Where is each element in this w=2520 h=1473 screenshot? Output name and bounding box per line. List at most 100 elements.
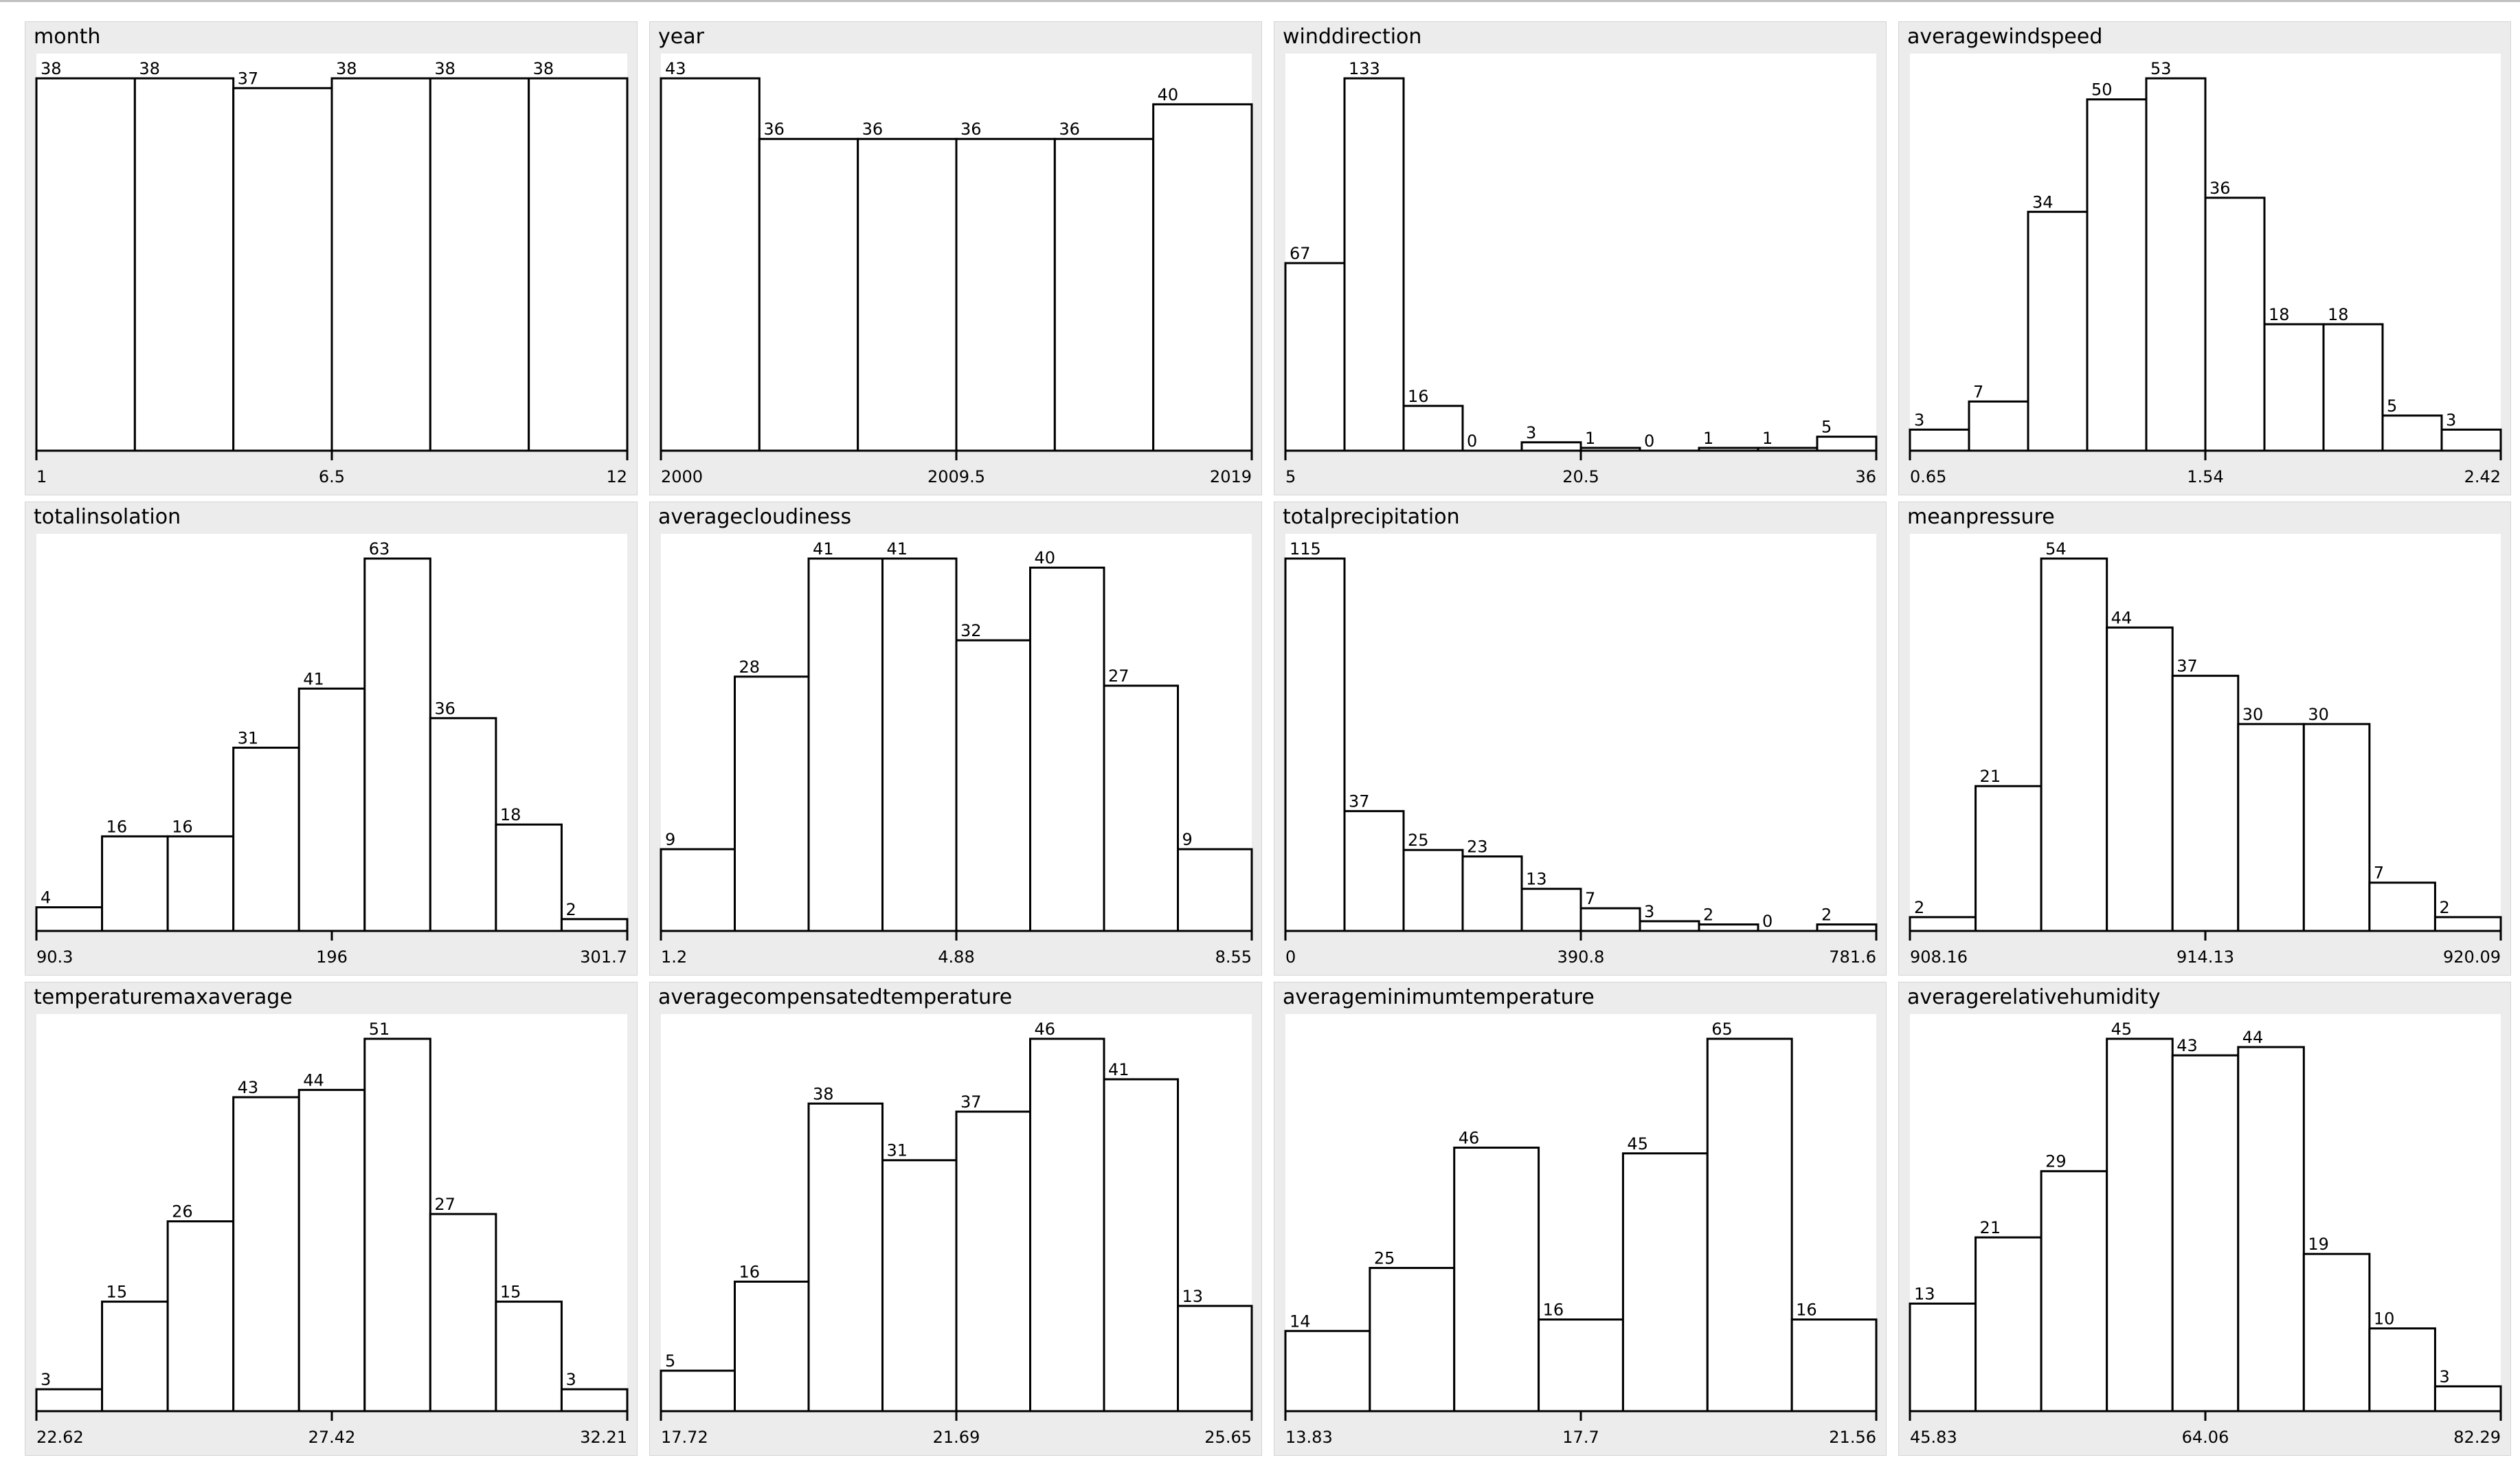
x-axis-tick-label: 2009.5 xyxy=(927,467,985,486)
histogram-title: averageminimumtemperature xyxy=(1283,985,1595,1009)
bar-value-label: 15 xyxy=(106,1283,128,1302)
bar-value-label: 37 xyxy=(960,1092,982,1112)
histogram-bar xyxy=(2171,675,2240,932)
bar-value-label: 36 xyxy=(2209,179,2231,198)
bar-value-label: 10 xyxy=(2374,1309,2395,1329)
histogram-bar xyxy=(1621,1152,1709,1413)
bar-value-label: 38 xyxy=(813,1084,834,1103)
histogram-bar xyxy=(1369,1267,1456,1413)
histogram-bar xyxy=(1402,405,1464,452)
histogram-title: averagecompensatedtemperature xyxy=(658,985,1013,1009)
histogram-svg: 2 21 54 44 37 30 30 7 2 908.16 914.13 920.09 xyxy=(1909,534,2502,967)
bar-value-label: 31 xyxy=(238,728,259,747)
x-axis-tick-label: 13.83 xyxy=(1285,1428,1333,1447)
histogram-svg: 4 16 16 31 41 63 36 18 2 90.3 196 301.7 xyxy=(35,534,629,967)
bar-value-label: 67 xyxy=(1290,244,1311,263)
histogram-bar xyxy=(495,823,563,932)
bar-value-label: 50 xyxy=(2091,80,2113,100)
x-axis-tick-label: 920.09 xyxy=(2443,947,2501,967)
histogram-bar xyxy=(363,557,431,932)
bar-value-label: 32 xyxy=(960,621,982,640)
bar-value-label: 41 xyxy=(887,539,908,559)
x-axis-tick-label: 17.72 xyxy=(661,1428,708,1447)
bar-value-label: 16 xyxy=(1543,1301,1564,1320)
bar-value-label: 40 xyxy=(1035,548,1056,567)
histogram-bar xyxy=(807,1102,884,1413)
histogram-bar xyxy=(955,137,1056,452)
histogram-bar xyxy=(2204,196,2266,452)
histogram-bar xyxy=(1284,1329,1371,1413)
histogram-bar xyxy=(35,906,104,932)
bar-value-label: 18 xyxy=(2328,305,2349,324)
bar-value-label: 2 xyxy=(565,900,576,919)
histogram-bar xyxy=(1909,916,1977,932)
histogram-bar xyxy=(297,1088,366,1413)
histogram-bar xyxy=(1177,1305,1253,1413)
histogram-bar xyxy=(857,137,958,452)
x-axis-tick-label: 2.42 xyxy=(2464,467,2501,486)
histogram-bar xyxy=(495,1301,563,1413)
bar-value-label: 41 xyxy=(813,539,834,559)
histogram-bar xyxy=(1975,1236,2043,1413)
bar-value-label: 18 xyxy=(500,805,521,824)
x-axis-tick-label: 1 xyxy=(36,467,47,486)
histogram-bar xyxy=(35,77,136,452)
bar-value-label: 21 xyxy=(1980,767,2001,786)
histogram-bar xyxy=(734,1280,810,1413)
histogram-bar xyxy=(2322,323,2384,452)
histogram-title: year xyxy=(658,25,704,49)
bar-value-label: 38 xyxy=(336,59,357,78)
bar-value-label: 31 xyxy=(887,1141,908,1160)
histogram-bar xyxy=(101,1301,169,1413)
bar-value-label: 2 xyxy=(1914,898,1924,917)
histogram-svg: 115 37 25 23 13 7 3 2 0 2 0 390.8 781.6 xyxy=(1284,534,1878,967)
x-axis-tick-label: 2000 xyxy=(661,467,703,486)
histogram-bar xyxy=(330,77,431,452)
bar-value-label: 46 xyxy=(1459,1128,1480,1147)
histogram-bar xyxy=(2027,210,2089,452)
histogram-bar xyxy=(2302,1252,2371,1413)
bar-value-label: 45 xyxy=(1627,1134,1648,1154)
histogram-bar xyxy=(1968,400,2029,452)
histogram-bar xyxy=(1816,436,1878,452)
histogram-title: averagewindspeed xyxy=(1907,25,2103,49)
bar-value-label: 2 xyxy=(2439,898,2449,917)
bar-value-label: 13 xyxy=(1526,870,1547,889)
bar-value-label: 63 xyxy=(369,539,390,559)
histogram-bar xyxy=(1029,1037,1105,1413)
x-axis-tick-label: 21.69 xyxy=(933,1428,980,1447)
histogram-panel-averagewindspeed: averagewindspeed 3 7 34 50 53 36 18 18 5 3 0.65 1.54… xyxy=(1898,21,2511,495)
bar-value-label: 16 xyxy=(172,817,193,836)
bar-value-label: 27 xyxy=(434,1195,455,1214)
histogram-bar xyxy=(1909,1302,1977,1413)
bar-value-label: 115 xyxy=(1290,539,1321,559)
histogram-bar xyxy=(1343,77,1405,452)
bar-value-label: 0 xyxy=(1644,431,1654,451)
histogram-bar xyxy=(166,1220,235,1413)
bar-value-label: 19 xyxy=(2308,1235,2329,1254)
bar-value-label: 36 xyxy=(862,120,884,139)
histogram-panel-totalinsolation: totalinsolation 4 16 16 31 41 63 36 18 2 90.3 196 30… xyxy=(25,502,638,976)
histogram-bar xyxy=(881,557,958,932)
histogram-bar xyxy=(2237,1046,2305,1413)
histogram-bar xyxy=(1284,262,1346,452)
bar-value-label: 7 xyxy=(1585,889,1595,908)
histogram-bar xyxy=(1520,441,1582,452)
bar-value-label: 3 xyxy=(2439,1367,2449,1386)
bar-value-label: 5 xyxy=(665,1351,675,1371)
bar-value-label: 3 xyxy=(565,1370,576,1389)
histogram-bar xyxy=(1152,103,1253,452)
bar-value-label: 3 xyxy=(41,1370,51,1389)
x-axis-tick-label: 21.56 xyxy=(1829,1428,1876,1447)
histogram-bar xyxy=(1029,566,1105,932)
x-axis-tick-label: 0.65 xyxy=(1910,467,1946,486)
x-axis-tick-label: 196 xyxy=(316,947,348,967)
histogram-svg: 43 36 36 36 36 40 2000 2009.5 2019 xyxy=(660,54,1253,486)
bar-value-label: 38 xyxy=(434,59,455,78)
bar-value-label: 44 xyxy=(2111,608,2133,627)
histogram-bar xyxy=(1103,1078,1179,1413)
histogram-bar xyxy=(2433,1385,2502,1413)
histogram-bar xyxy=(2263,323,2325,452)
x-axis-tick-label: 45.83 xyxy=(1910,1428,1957,1447)
